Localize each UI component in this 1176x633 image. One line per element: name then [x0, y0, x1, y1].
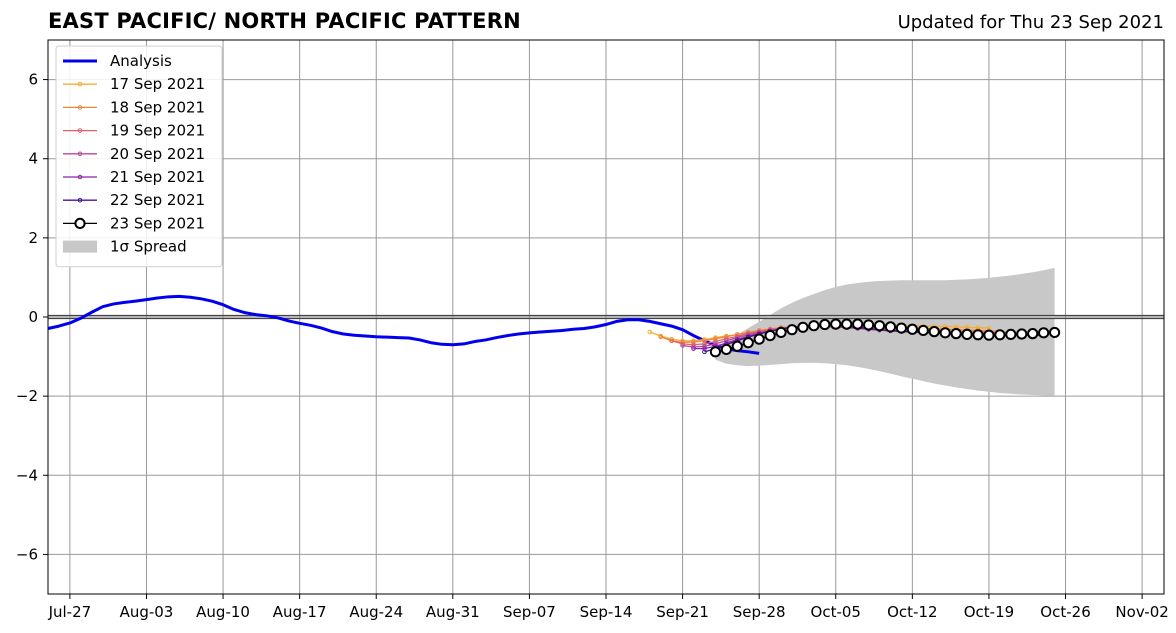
series-point: [764, 329, 776, 342]
legend: Analysis 17 Sep 2021 18 Sep 2021 19 Sep 202…: [55, 45, 223, 268]
series-point: [647, 329, 653, 335]
series-point: [852, 318, 864, 330]
series-layer: [47, 294, 1061, 358]
x-tick-label: Nov-02: [1115, 603, 1168, 621]
y-tick-label: −6: [16, 545, 38, 563]
x-tick-label: Sep-14: [580, 603, 633, 621]
legend-marker: [77, 197, 83, 203]
series-point: [1016, 328, 1028, 340]
series-point: [939, 327, 951, 339]
legend-marker: [77, 151, 83, 157]
x-tick-label: Aug-03: [120, 603, 174, 621]
series-point: [950, 328, 962, 340]
series-point: [830, 318, 842, 330]
legend-label: 17 Sep 2021: [110, 75, 205, 93]
x-tick-label: Aug-17: [273, 603, 327, 621]
series-point: [873, 320, 886, 332]
spread-layer: [715, 267, 1055, 396]
series-point: [906, 323, 918, 335]
series-point: [862, 319, 875, 331]
series-analysis: [47, 294, 760, 355]
series-point: [669, 338, 674, 344]
series-point: [709, 346, 722, 358]
y-axis-ticks: 6 4 2 0 −2 −4 −6: [16, 71, 48, 563]
y-tick-label: 6: [28, 71, 38, 89]
series-point: [994, 329, 1006, 341]
legend-label: 19 Sep 2021: [110, 122, 205, 140]
series-point: [808, 320, 820, 332]
series-point: [1048, 326, 1061, 339]
series-point: [713, 336, 718, 342]
y-tick-label: 0: [28, 308, 38, 326]
series-point: [786, 324, 798, 336]
grid-layer: [48, 40, 1164, 594]
x-tick-label: Oct-05: [811, 603, 861, 621]
x-tick-label: Jul-27: [48, 603, 92, 621]
series-point: [961, 328, 973, 341]
series-point: [1038, 327, 1050, 339]
series-point: [1027, 328, 1039, 340]
legend-marker: [77, 128, 83, 133]
y-tick-label: 2: [28, 229, 38, 247]
legend-label: Analysis: [110, 52, 172, 70]
series-point: [884, 321, 897, 333]
x-tick-label: Sep-21: [656, 603, 709, 621]
series-point: [658, 334, 664, 340]
legend-label: 18 Sep 2021: [110, 98, 205, 116]
series-point: [1005, 328, 1017, 341]
zero-line-layer: [48, 314, 1164, 320]
series-line-analysis: [47, 294, 760, 355]
legend-label: 23 Sep 2021: [110, 214, 205, 232]
series-point: [720, 343, 732, 356]
series-point: [742, 337, 754, 349]
legend-label: 21 Sep 2021: [110, 168, 205, 186]
x-axis-ticks: Jul-27 Aug-03 Aug-10 Aug-17 Aug-24 Aug-31 Sep-…: [48, 594, 1169, 621]
series-point: [895, 322, 908, 334]
series-point: [731, 340, 743, 352]
legend-box: [55, 45, 223, 268]
x-tick-label: Oct-26: [1040, 603, 1090, 621]
series-point: [691, 346, 696, 351]
series-point: [691, 344, 696, 350]
legend-label: 20 Sep 2021: [110, 145, 205, 163]
x-tick-label: Aug-24: [349, 603, 403, 621]
legend-swatch: [63, 240, 97, 253]
legend-marker: [77, 81, 83, 87]
series-point: [775, 326, 787, 339]
y-tick-label: −2: [16, 387, 38, 405]
x-tick-label: Sep-07: [503, 603, 556, 621]
chart-updated-label: Updated for Thu 23 Sep 2021: [897, 12, 1164, 33]
legend-marker: [74, 217, 86, 229]
legend-marker: [77, 174, 83, 180]
series-point: [797, 321, 809, 333]
series-point: [819, 318, 831, 331]
series-point: [841, 318, 853, 330]
series-point: [983, 329, 995, 341]
x-tick-label: Aug-10: [196, 603, 250, 621]
spread-band: [715, 267, 1055, 396]
legend-label: 22 Sep 2021: [110, 191, 205, 209]
y-tick-label: 4: [28, 150, 38, 168]
series-23-sep-2021: [709, 318, 1061, 358]
series-point: [753, 333, 765, 345]
y-tick-label: −4: [16, 466, 38, 484]
legend-marker: [77, 105, 83, 110]
x-tick-label: Sep-28: [733, 603, 786, 621]
series-point: [972, 329, 984, 341]
series-point: [680, 343, 685, 348]
chart-title: EAST PACIFIC/ NORTH PACIFIC PATTERN: [48, 9, 521, 33]
series-point: [928, 326, 940, 338]
series-point: [702, 349, 707, 355]
x-tick-label: Oct-19: [964, 603, 1014, 621]
x-tick-label: Oct-12: [887, 603, 937, 621]
series-point: [917, 324, 929, 337]
series-point: [691, 339, 696, 345]
legend-label: 1σ Spread: [110, 238, 187, 256]
x-tick-label: Aug-31: [426, 603, 480, 621]
